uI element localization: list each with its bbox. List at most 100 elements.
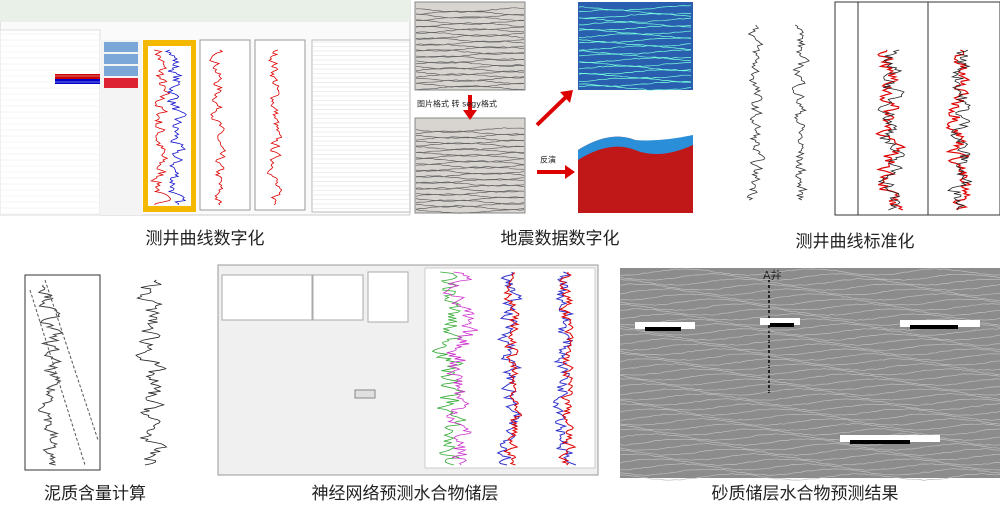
reflector	[619, 283, 1000, 291]
reflector	[619, 383, 1000, 391]
panel-neural	[217, 264, 599, 476]
reflector	[415, 169, 525, 175]
caption: 测井曲线标准化	[796, 232, 915, 252]
reflector	[415, 22, 525, 28]
blob	[840, 435, 940, 442]
reflector	[619, 413, 1000, 421]
reflector	[619, 423, 1000, 431]
reflector	[619, 318, 1000, 326]
reflector	[415, 187, 525, 193]
reflector	[415, 82, 525, 88]
blob	[900, 320, 980, 327]
reflector	[620, 353, 1000, 361]
blob	[760, 318, 800, 325]
panel-well-digitize	[0, 0, 411, 216]
reflector	[415, 148, 525, 154]
caption: 测井曲线数字化	[146, 229, 265, 249]
reflector	[415, 55, 525, 61]
label: 图片格式 转 segy格式	[417, 99, 497, 109]
reflector	[578, 73, 692, 79]
reflector	[415, 208, 525, 214]
reflector	[619, 398, 1000, 406]
reflector	[415, 19, 525, 25]
reflector	[415, 67, 525, 73]
caption: 神经网络预测水合物储层	[312, 484, 499, 504]
curve	[267, 49, 283, 206]
reflector	[578, 37, 692, 43]
reflector	[415, 79, 525, 85]
trend	[29, 289, 86, 466]
reflector	[619, 308, 1000, 316]
curve	[746, 24, 766, 201]
curve	[877, 49, 905, 211]
reflector	[619, 393, 1000, 401]
reflector	[619, 403, 1000, 411]
reflector	[415, 43, 525, 49]
panel-shale	[24, 274, 190, 471]
reflector	[619, 273, 1000, 281]
reflector	[619, 288, 1000, 296]
reflector	[415, 151, 525, 157]
reflector	[578, 13, 692, 19]
reflector	[415, 52, 525, 58]
reflector	[619, 428, 1000, 436]
reflector	[415, 28, 525, 34]
reflector	[619, 368, 1000, 376]
reflector	[415, 49, 525, 55]
reflector	[415, 172, 525, 178]
reflector	[415, 196, 525, 202]
reflector	[416, 64, 525, 70]
reflector	[578, 81, 692, 87]
reflector	[619, 338, 1000, 346]
caption: 地震数据数字化	[501, 229, 620, 249]
reflector	[578, 57, 692, 63]
reflector	[415, 76, 525, 82]
caption: 砂质储层水合物预测结果	[712, 484, 899, 504]
caption: 泥质含量计算	[44, 484, 146, 504]
reflector	[619, 443, 1000, 451]
label: A井	[763, 268, 782, 282]
reflector	[619, 328, 1000, 336]
reflector	[619, 268, 1000, 276]
reflector	[619, 373, 1000, 381]
reflector	[619, 358, 1000, 366]
reflector	[415, 154, 525, 160]
reflector	[619, 418, 1000, 426]
reflector	[578, 85, 692, 91]
reflector	[415, 181, 525, 187]
curve	[875, 49, 907, 211]
reflector	[415, 85, 524, 91]
reflector	[415, 61, 524, 67]
reflector	[619, 293, 1000, 301]
blob	[645, 327, 681, 331]
reflector	[619, 448, 1000, 456]
reflector	[415, 145, 525, 151]
reflector	[578, 41, 692, 47]
curve	[552, 271, 577, 466]
reflector	[415, 166, 525, 172]
reflector	[578, 33, 692, 39]
label: 反演	[540, 155, 556, 165]
reflector	[415, 205, 525, 211]
curve	[209, 49, 227, 206]
curve	[135, 279, 168, 466]
reflector	[619, 473, 1000, 481]
reflector	[619, 313, 1000, 321]
reflector	[619, 463, 1000, 471]
panel-result: A井	[620, 268, 1000, 478]
reflector	[619, 298, 1000, 306]
reflector	[578, 45, 692, 51]
reflector	[415, 136, 525, 142]
reflector	[415, 178, 524, 184]
reflector	[415, 142, 525, 148]
trend	[44, 279, 99, 441]
reflector	[620, 388, 1000, 396]
panel-seismic: 图片格式 转 segy格式 反演	[414, 1, 693, 214]
curve	[442, 271, 478, 466]
reflector	[619, 278, 1000, 286]
curve	[947, 49, 972, 211]
blob	[770, 323, 794, 327]
blob	[910, 325, 958, 329]
reflector	[619, 378, 1000, 386]
